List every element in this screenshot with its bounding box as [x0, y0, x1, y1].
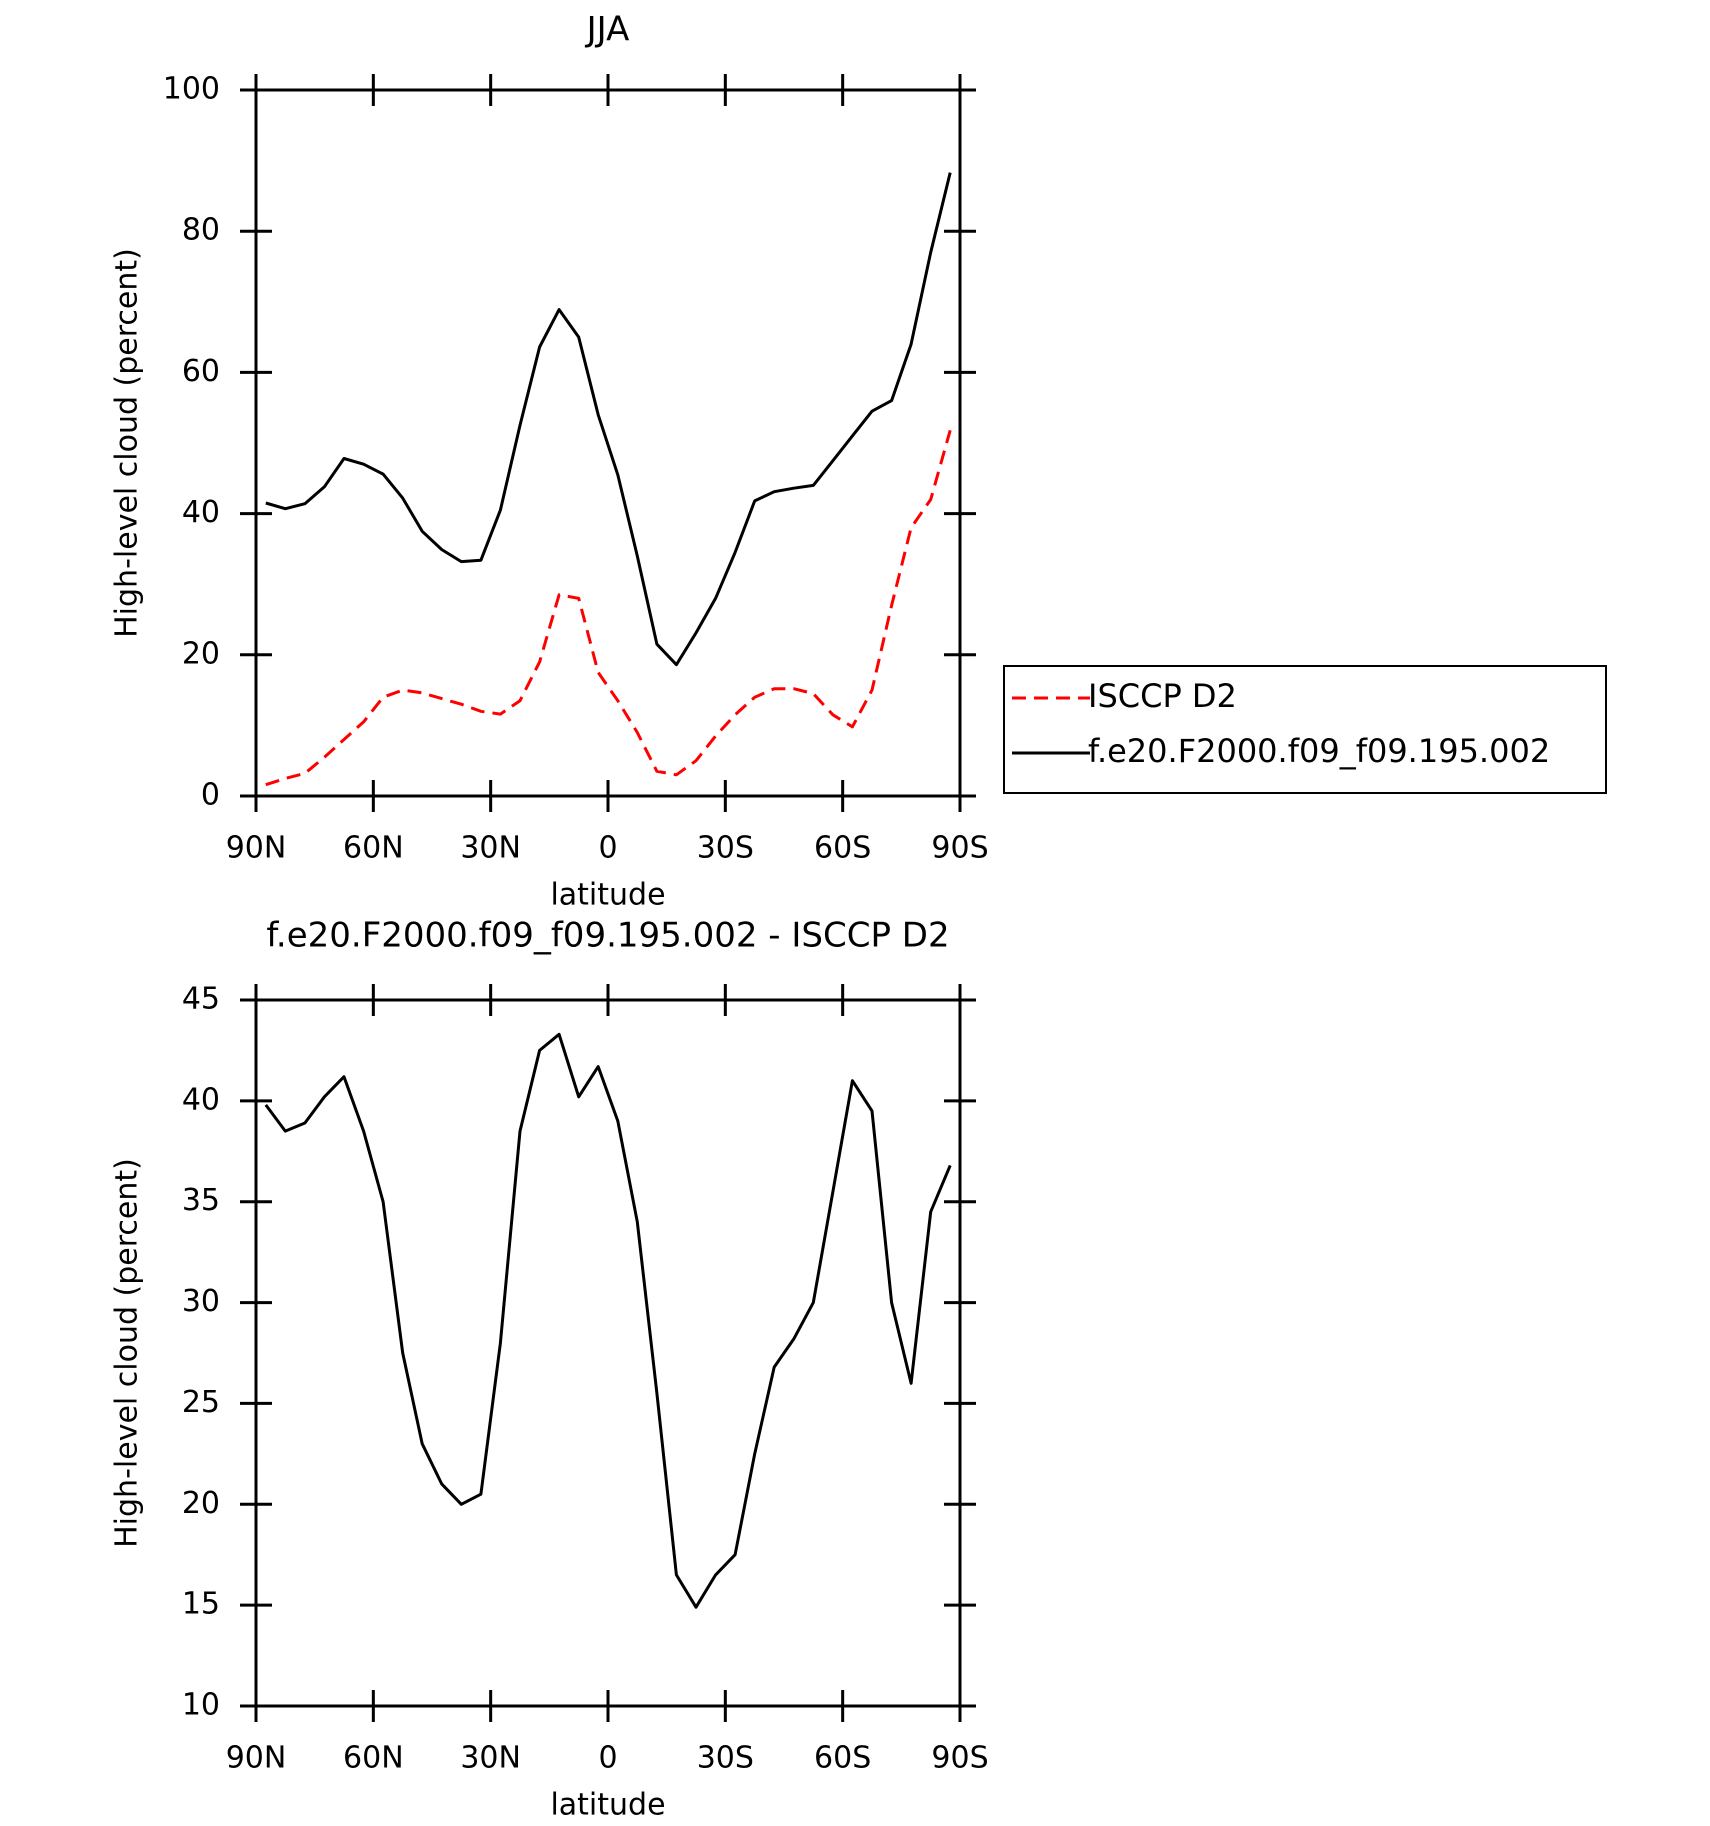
y-tick-label: 20	[182, 1486, 220, 1521]
x-tick-label: 30S	[697, 831, 754, 866]
x-tick-label: 90N	[226, 831, 287, 866]
y-tick-label: 40	[182, 495, 220, 530]
y-tick-label: 0	[201, 778, 220, 813]
legend-label: f.e20.F2000.f09_f09.195.002	[1088, 732, 1550, 770]
x-tick-label: 90N	[226, 1741, 287, 1776]
x-tick-label: 60N	[343, 1741, 404, 1776]
data-line	[264, 1032, 952, 1609]
y-axis-label: High-level cloud (percent)	[110, 248, 145, 638]
y-tick-label: 40	[182, 1082, 220, 1117]
y-tick-label: 35	[182, 1183, 220, 1218]
y-tick-label: 45	[182, 982, 220, 1017]
y-tick-label: 100	[163, 72, 220, 107]
x-tick-label: 60N	[343, 831, 404, 866]
x-tick-label: 0	[598, 1741, 617, 1776]
y-axis-label: High-level cloud (percent)	[110, 1158, 145, 1548]
legend-label: ISCCP D2	[1088, 677, 1237, 715]
x-tick-label: 60S	[814, 831, 871, 866]
x-tick-label: 90S	[931, 831, 988, 866]
chart-title: f.e20.F2000.f09_f09.195.002 - ISCCP D2	[266, 916, 949, 956]
x-axis-label: latitude	[550, 878, 665, 913]
plot-frame	[254, 88, 962, 798]
y-tick-label: 15	[182, 1587, 220, 1622]
y-tick-label: 60	[182, 354, 220, 389]
legend-box	[1003, 665, 1607, 794]
legend: ISCCP D2 f.e20.F2000.f09_f09.195.002	[1003, 665, 1607, 794]
data-line	[265, 429, 952, 787]
x-axis-label: latitude	[550, 1788, 665, 1823]
x-tick-label: 30N	[460, 831, 521, 866]
y-tick-label: 20	[182, 636, 220, 671]
chart-title: JJA	[585, 10, 630, 50]
y-tick-label: 80	[182, 213, 220, 248]
y-tick-label: 10	[182, 1688, 220, 1723]
x-tick-label: 0	[598, 831, 617, 866]
x-tick-label: 60S	[814, 1741, 871, 1776]
x-tick-label: 30S	[697, 1741, 754, 1776]
plot-frame	[254, 998, 962, 1708]
y-tick-label: 30	[182, 1284, 220, 1319]
x-tick-label: 30N	[460, 1741, 521, 1776]
x-tick-label: 90S	[931, 1741, 988, 1776]
data-line	[265, 172, 952, 667]
y-tick-label: 25	[182, 1385, 220, 1420]
